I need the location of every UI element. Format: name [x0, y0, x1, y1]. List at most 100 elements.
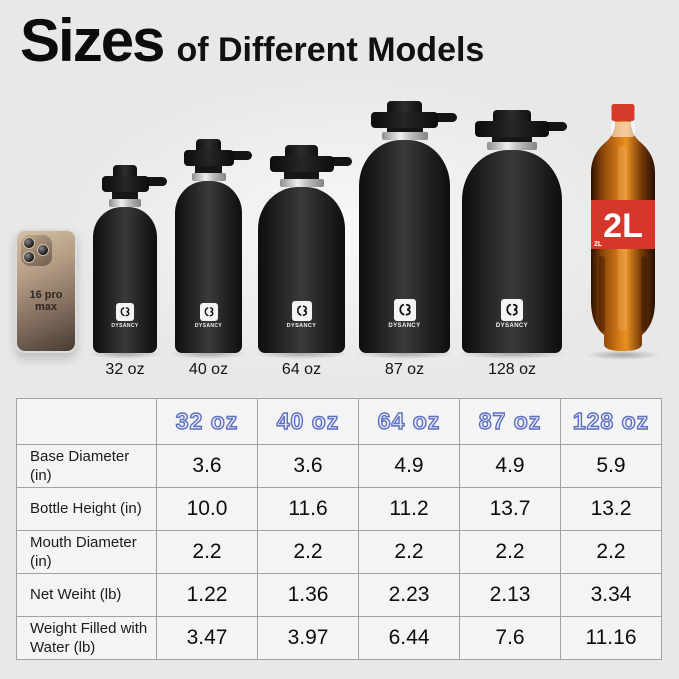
spec-value: 6.44	[358, 616, 460, 660]
logo-square	[501, 299, 523, 321]
steel-ring	[381, 132, 428, 140]
bottle-40-oz: DYSANCY	[170, 139, 252, 359]
spec-value: 3.6	[156, 444, 258, 488]
bottle-neck	[284, 172, 319, 179]
page-title: Sizes of Different Models	[20, 6, 484, 75]
bottle-logo: DYSANCY	[93, 303, 157, 329]
spec-value: 5.9	[560, 444, 662, 488]
steel-ring	[109, 199, 141, 207]
phone-camera-icon	[21, 235, 52, 266]
spec-table: 32 oz 40 oz 64 oz 87 oz 128 oz Base Diameter…	[16, 398, 662, 660]
bottle-neck	[492, 137, 532, 142]
steel-ring	[279, 179, 324, 187]
phone-16-pro-max: 16 pro max	[15, 229, 77, 353]
cap-lid	[371, 112, 438, 128]
spec-table-body: Base Diameter (in) 3.6 3.6 4.9 4.9 5.9 Bottle …	[16, 444, 662, 660]
dysancy-logo-icon	[204, 307, 213, 317]
cap-knob	[387, 101, 422, 113]
column-header-40-oz: 40 oz	[257, 398, 359, 445]
table-row: Mouth Diameter (in) 2.2 2.2 2.2 2.2 2.2	[16, 530, 662, 574]
cap-knob	[113, 165, 137, 177]
brand-text: DYSANCY	[194, 323, 223, 329]
bottle-shadow	[88, 349, 162, 359]
bottle-size-label: 64 oz	[281, 361, 322, 378]
spec-table-corner	[16, 398, 157, 445]
column-header-32-oz: 32 oz	[156, 398, 258, 445]
bottle-shadow	[170, 349, 247, 359]
cap-lid	[475, 121, 549, 137]
logo-square	[291, 301, 312, 321]
row-label: Base Diameter (in)	[16, 444, 157, 488]
camera-lens-icon	[23, 251, 35, 263]
bottle-neck	[112, 192, 138, 199]
bottle-logo: DYSANCY	[175, 303, 242, 329]
bottle-logo: DYSANCY	[462, 299, 562, 329]
table-row: Net Weiht (lb) 1.22 1.36 2.23 2.13 3.34	[16, 573, 662, 617]
camera-lens-icon	[37, 244, 49, 256]
spec-value: 2.2	[257, 530, 359, 574]
steel-ring	[191, 173, 226, 181]
bottle-32-oz: DYSANCY	[88, 165, 167, 359]
spec-value: 4.9	[459, 444, 561, 488]
cola-2l-small-text: 2L	[594, 241, 603, 248]
table-row: Base Diameter (in) 3.6 3.6 4.9 4.9 5.9	[16, 444, 662, 488]
bottle-logo: DYSANCY	[359, 299, 450, 329]
spec-value: 2.2	[358, 530, 460, 574]
bottle-neck	[386, 128, 423, 132]
cola-2l-text: 2L	[603, 207, 643, 245]
row-label: Mouth Diameter (in)	[16, 530, 157, 574]
bottle-body	[175, 181, 242, 353]
logo-square	[199, 303, 218, 321]
header-row: 32 oz 40 oz 64 oz 87 oz 128 oz	[16, 398, 662, 445]
cap-lid	[183, 150, 234, 166]
bottle-87-oz: DYSANCY	[354, 101, 457, 359]
spec-value: 4.9	[358, 444, 460, 488]
bottle-size-label: 128 oz	[487, 361, 537, 378]
steel-ring	[487, 142, 537, 150]
cola-cap	[611, 104, 635, 121]
spec-value: 2.2	[560, 530, 662, 574]
spec-value: 3.97	[257, 616, 359, 660]
row-label: Bottle Height (in)	[16, 487, 157, 531]
logo-square	[116, 303, 134, 321]
spec-value: 3.34	[560, 573, 662, 617]
phone-label: 16 pro max	[29, 289, 63, 313]
table-row: Weight Filled with Water (lb) 3.47 3.97 6.4…	[16, 616, 662, 660]
column-header-87-oz: 87 oz	[459, 398, 561, 445]
bottle-body	[258, 187, 345, 353]
spec-table-header: 32 oz 40 oz 64 oz 87 oz 128 oz	[16, 398, 662, 445]
spec-value: 3.47	[156, 616, 258, 660]
camera-lens-icon	[23, 237, 35, 249]
bottle-64-oz: DYSANCY	[253, 145, 352, 359]
cap-knob	[196, 139, 221, 151]
bottle-size-label: 40 oz	[188, 361, 229, 378]
spec-value: 3.6	[257, 444, 359, 488]
spec-value: 11.16	[560, 616, 662, 660]
bottle-shadow	[457, 349, 567, 359]
spec-value: 7.6	[459, 616, 561, 660]
dysancy-logo-icon	[120, 307, 130, 317]
column-header-128-oz: 128 oz	[560, 398, 662, 445]
cap-knob	[493, 110, 531, 122]
logo-square	[393, 299, 416, 321]
brand-text: DYSANCY	[286, 323, 317, 329]
column-header-64-oz: 64 oz	[358, 398, 460, 445]
cap-lid	[269, 156, 334, 172]
spec-value: 2.13	[459, 573, 561, 617]
cola-shadow	[585, 350, 661, 360]
cola-label-band	[591, 200, 655, 249]
spec-value: 2.2	[459, 530, 561, 574]
dysancy-logo-icon	[296, 305, 307, 316]
cap-lid	[101, 176, 149, 192]
spec-value: 2.23	[358, 573, 460, 617]
cap-knob	[285, 145, 318, 157]
dysancy-logo-icon	[506, 303, 518, 316]
table-row: Bottle Height (in) 10.0 11.6 11.2 13.7 13.2	[16, 487, 662, 531]
spec-value: 1.36	[257, 573, 359, 617]
dysancy-logo-icon	[398, 303, 411, 316]
cola-2l-bottle: 2L 2L	[581, 96, 665, 360]
bottle-neck	[195, 166, 222, 173]
spec-value: 11.2	[358, 487, 460, 531]
